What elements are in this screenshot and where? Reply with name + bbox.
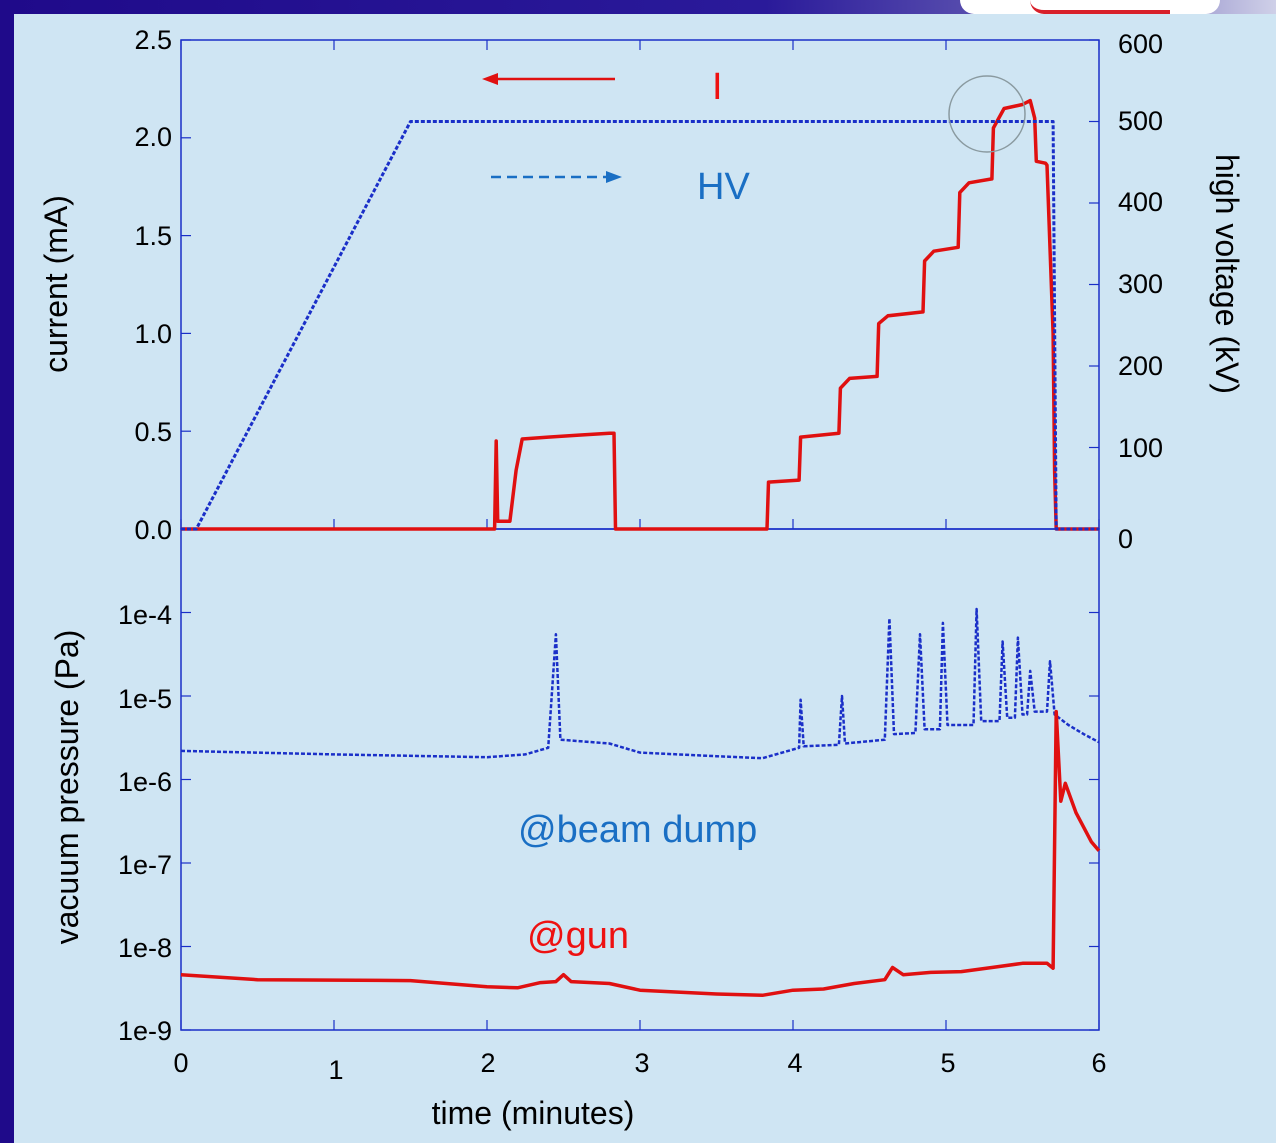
log-tick-label: 1e-8 <box>118 933 172 963</box>
y-tick-label: 1.0 <box>134 319 172 349</box>
gun-label: @gun <box>527 915 629 957</box>
y2-tick-label: 400 <box>1118 187 1163 217</box>
current-arrow-head <box>482 73 498 85</box>
series-layer <box>180 98 1101 998</box>
log-tick-label: 1e-5 <box>118 684 172 714</box>
log-tick-label: 1e-7 <box>118 850 172 880</box>
top-plot-frame <box>180 39 1100 530</box>
log-tick-label: 1e-4 <box>118 600 172 630</box>
highlight-circle <box>948 75 1026 153</box>
y2-tick-label: 200 <box>1118 351 1163 381</box>
y-tick-label: 2.0 <box>134 122 172 152</box>
y2-tick-label: 100 <box>1118 433 1163 463</box>
y-tick-label: 2.5 <box>134 25 172 55</box>
x-tick-label: 4 <box>787 1048 802 1078</box>
x-axis-title: time (minutes) <box>432 1095 635 1131</box>
log-tick-label: 1e-6 <box>118 767 172 797</box>
logo-fragment <box>960 0 1220 14</box>
hv-label: HV <box>697 166 750 208</box>
y-axis-title-current: current (mA) <box>38 195 74 373</box>
y2-tick-label: 500 <box>1118 106 1163 136</box>
x-tick-label: 3 <box>634 1048 649 1078</box>
y-tick-label: 0.0 <box>134 515 172 545</box>
log-tick-label: 1e-9 <box>118 1016 172 1046</box>
y2-tick-label: 600 <box>1118 29 1163 59</box>
x-tick-label: 1 <box>328 1055 343 1085</box>
x-tick-label: 0 <box>173 1048 188 1078</box>
ticks-layer <box>180 39 1100 1031</box>
bottom-plot-frame <box>180 528 1100 1031</box>
chart-panel <box>14 14 1276 1143</box>
x-tick-label: 2 <box>480 1048 495 1078</box>
series-line-current <box>181 98 1099 531</box>
y2-tick-label: 300 <box>1118 269 1163 299</box>
y-tick-label: 0.5 <box>134 417 172 447</box>
series-line-beam-dump <box>180 607 1100 760</box>
y2-tick-label: 0 <box>1118 524 1133 554</box>
slide-top-bar <box>0 0 1276 14</box>
x-tick-label: 5 <box>940 1048 955 1078</box>
beam-dump-label: @beam dump <box>518 809 757 851</box>
y-axis-title-vacuum: vacuum pressure (Pa) <box>49 630 85 945</box>
y-tick-label: 1.5 <box>134 221 172 251</box>
current-label: I <box>712 66 723 108</box>
series-line-hv <box>181 120 1099 531</box>
hv-arrow-head <box>606 171 622 183</box>
x-tick-label: 6 <box>1091 1048 1106 1078</box>
y2-axis-title-high-voltage: high voltage (kV) <box>1209 154 1245 394</box>
series-line-gun <box>180 709 1101 998</box>
